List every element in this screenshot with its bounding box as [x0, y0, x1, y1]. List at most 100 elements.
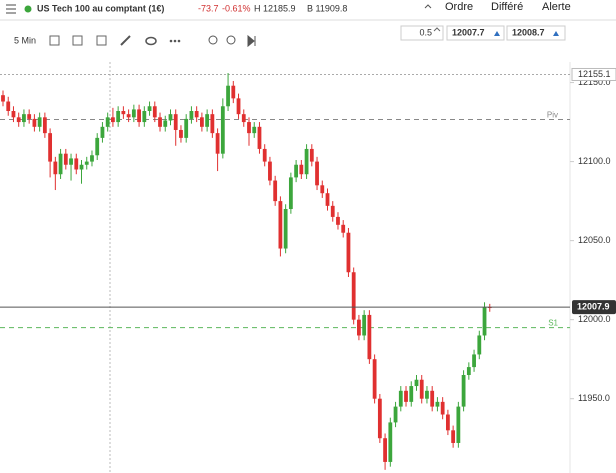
candle-body: [1, 95, 5, 102]
quantity-value: 0.5: [419, 27, 432, 37]
candle-body: [95, 137, 100, 156]
candle-body: [304, 148, 309, 175]
market-status-dot: [24, 5, 32, 13]
candle-body: [388, 422, 393, 462]
visibility-icon[interactable]: [145, 36, 157, 46]
buy-price: 12008.7: [512, 27, 545, 37]
candle-body: [425, 390, 429, 399]
last-price-label: 12007.9: [577, 302, 610, 312]
candle-body: [419, 379, 424, 399]
more-icon[interactable]: [169, 39, 181, 43]
buy-arrow: [553, 31, 559, 36]
sell-arrow: [494, 31, 500, 36]
y-tick-label: 12000.0: [578, 314, 611, 324]
candle-body: [48, 133, 53, 162]
candle-body: [226, 85, 230, 107]
candle-body: [74, 158, 79, 170]
candle-body: [288, 177, 293, 210]
menu-deferred[interactable]: Différé: [491, 1, 523, 13]
candle-body: [466, 367, 471, 375]
candle-body: [69, 158, 73, 165]
candle-body: [147, 106, 152, 112]
candle-body: [346, 232, 351, 273]
candle-body: [362, 314, 367, 336]
candle-body: [131, 109, 136, 118]
y-tick-label: 12100.0: [578, 156, 611, 166]
change: -73.7: [198, 3, 219, 13]
candle-body: [472, 354, 476, 368]
candle-body: [283, 209, 288, 249]
layout-icon[interactable]: [96, 35, 107, 46]
indicators-icon[interactable]: [72, 35, 83, 46]
candle-body: [257, 126, 262, 149]
candle-body: [142, 111, 147, 123]
candle-body: [194, 111, 199, 118]
zoom-in-icon[interactable]: [226, 35, 236, 45]
candle-body: [53, 161, 58, 175]
candle-body: [220, 106, 225, 154]
y-tick-label: 12050.0: [578, 235, 611, 245]
last-price-box: [572, 300, 616, 315]
candle-body: [461, 374, 466, 407]
sell-button[interactable]: [446, 25, 505, 41]
y-tick-label: 11950.0: [578, 393, 610, 403]
candle-body: [241, 114, 246, 123]
candle-body: [90, 155, 94, 162]
candle-body: [210, 114, 215, 134]
candle-body: [398, 390, 403, 407]
menu-order[interactable]: Ordre: [445, 1, 473, 13]
candle-body: [294, 164, 299, 178]
interval-selector[interactable]: 5 Min: [14, 35, 36, 45]
quantity-input[interactable]: [400, 25, 444, 41]
collapse-icon[interactable]: [424, 4, 432, 9]
candle-body: [163, 120, 168, 127]
menu-alert[interactable]: Alerte: [542, 1, 571, 13]
buy-button[interactable]: [506, 25, 566, 41]
level-label: Piv: [547, 111, 558, 120]
candle-body: [100, 126, 105, 138]
candle-body: [152, 106, 157, 118]
candle-body: [16, 117, 21, 123]
candle-body: [451, 430, 456, 443]
candle-body: [440, 401, 445, 415]
draw-icon[interactable]: [120, 35, 131, 46]
candle-body: [137, 109, 141, 123]
candle-body: [383, 438, 387, 462]
candle-body: [252, 126, 257, 134]
candle-body: [11, 111, 16, 118]
candle-body: [299, 164, 304, 175]
candle-body: [445, 414, 450, 431]
candle-body: [320, 185, 325, 194]
candle-body: [173, 114, 178, 130]
zoom-out-icon[interactable]: [208, 35, 218, 45]
candle-body: [357, 319, 361, 336]
sell-price: 12007.7: [452, 27, 485, 37]
candle-body: [268, 161, 272, 181]
session-high: H 12185.9: [254, 3, 296, 13]
reference-label: 12155.1: [578, 69, 611, 79]
candle-body: [189, 111, 194, 119]
menu-icon[interactable]: [6, 4, 16, 14]
candle-body: [430, 390, 435, 407]
candle-body: [116, 111, 121, 123]
candle-body: [126, 114, 131, 118]
candle-body: [404, 390, 408, 402]
candle-body: [456, 406, 461, 443]
jump-latest-icon[interactable]: [247, 34, 256, 48]
quantity-spinner[interactable]: [433, 27, 441, 32]
candle-body: [336, 216, 340, 225]
candle-body: [351, 272, 356, 320]
candle-body: [179, 129, 183, 138]
candle-body: [262, 148, 267, 162]
candle-body: [278, 201, 283, 249]
candle-body: [309, 148, 314, 162]
candle-body: [22, 114, 26, 123]
candle-body: [377, 398, 382, 439]
candle-body: [111, 117, 115, 123]
candle-body: [330, 205, 335, 217]
chart-type-icon[interactable]: [49, 35, 60, 46]
change-percent: -0.61%: [222, 3, 251, 13]
candle-body: [205, 114, 210, 127]
instrument-title: US Tech 100 au comptant (1€): [37, 3, 164, 13]
session-low: B 11909.8: [307, 3, 347, 13]
